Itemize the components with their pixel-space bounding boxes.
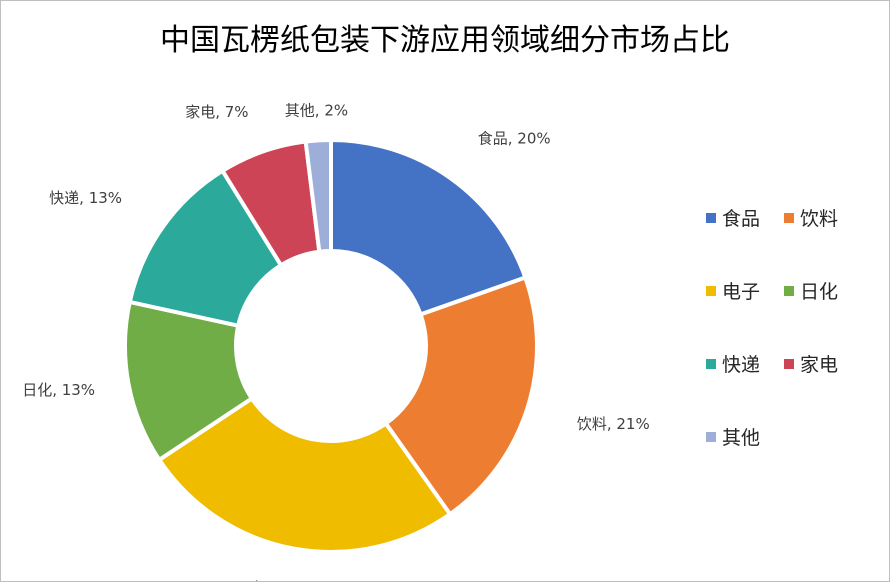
legend-item-日化: 日化 <box>784 281 838 303</box>
legend-label-其他: 其他 <box>722 427 760 449</box>
legend-item-食品: 食品 <box>706 208 760 230</box>
data-label-快递: 快递, 13% <box>49 189 122 207</box>
legend-label-饮料: 饮料 <box>800 208 838 230</box>
slice-电子 <box>156 395 453 554</box>
slice-其他 <box>303 137 333 254</box>
legend-label-电子: 电子 <box>722 281 760 303</box>
legend-swatch-食品 <box>706 213 716 223</box>
slice-食品 <box>329 137 528 317</box>
legend-label-日化: 日化 <box>800 281 838 303</box>
data-label-食品: 食品, 20% <box>478 130 551 148</box>
legend-swatch-饮料 <box>784 213 794 223</box>
legend-swatch-其他 <box>706 432 716 442</box>
data-label-家电: 家电, 7% <box>185 103 248 121</box>
legend-item-快递: 快递 <box>706 354 760 376</box>
legend-label-快递: 快递 <box>722 354 760 376</box>
legend-item-其他: 其他 <box>706 427 760 449</box>
legend-swatch-快递 <box>706 359 716 369</box>
data-label-电子: 电子, 26% <box>249 579 322 581</box>
legend-item-家电: 家电 <box>784 354 838 376</box>
legend-swatch-家电 <box>784 359 794 369</box>
legend-item-饮料: 饮料 <box>784 208 838 230</box>
legend-swatch-电子 <box>706 286 716 296</box>
slice-饮料 <box>383 274 539 517</box>
legend-label-食品: 食品 <box>722 208 760 230</box>
data-label-日化: 日化, 13% <box>22 381 95 399</box>
legend-swatch-日化 <box>784 286 794 296</box>
legend-label-家电: 家电 <box>800 354 838 376</box>
data-label-其他: 其他, 2% <box>285 101 348 119</box>
legend-item-电子: 电子 <box>706 281 760 303</box>
chart-title: 中国瓦楞纸包装下游应用领域细分市场占比 <box>160 23 730 58</box>
data-label-饮料: 饮料, 21% <box>577 415 650 433</box>
